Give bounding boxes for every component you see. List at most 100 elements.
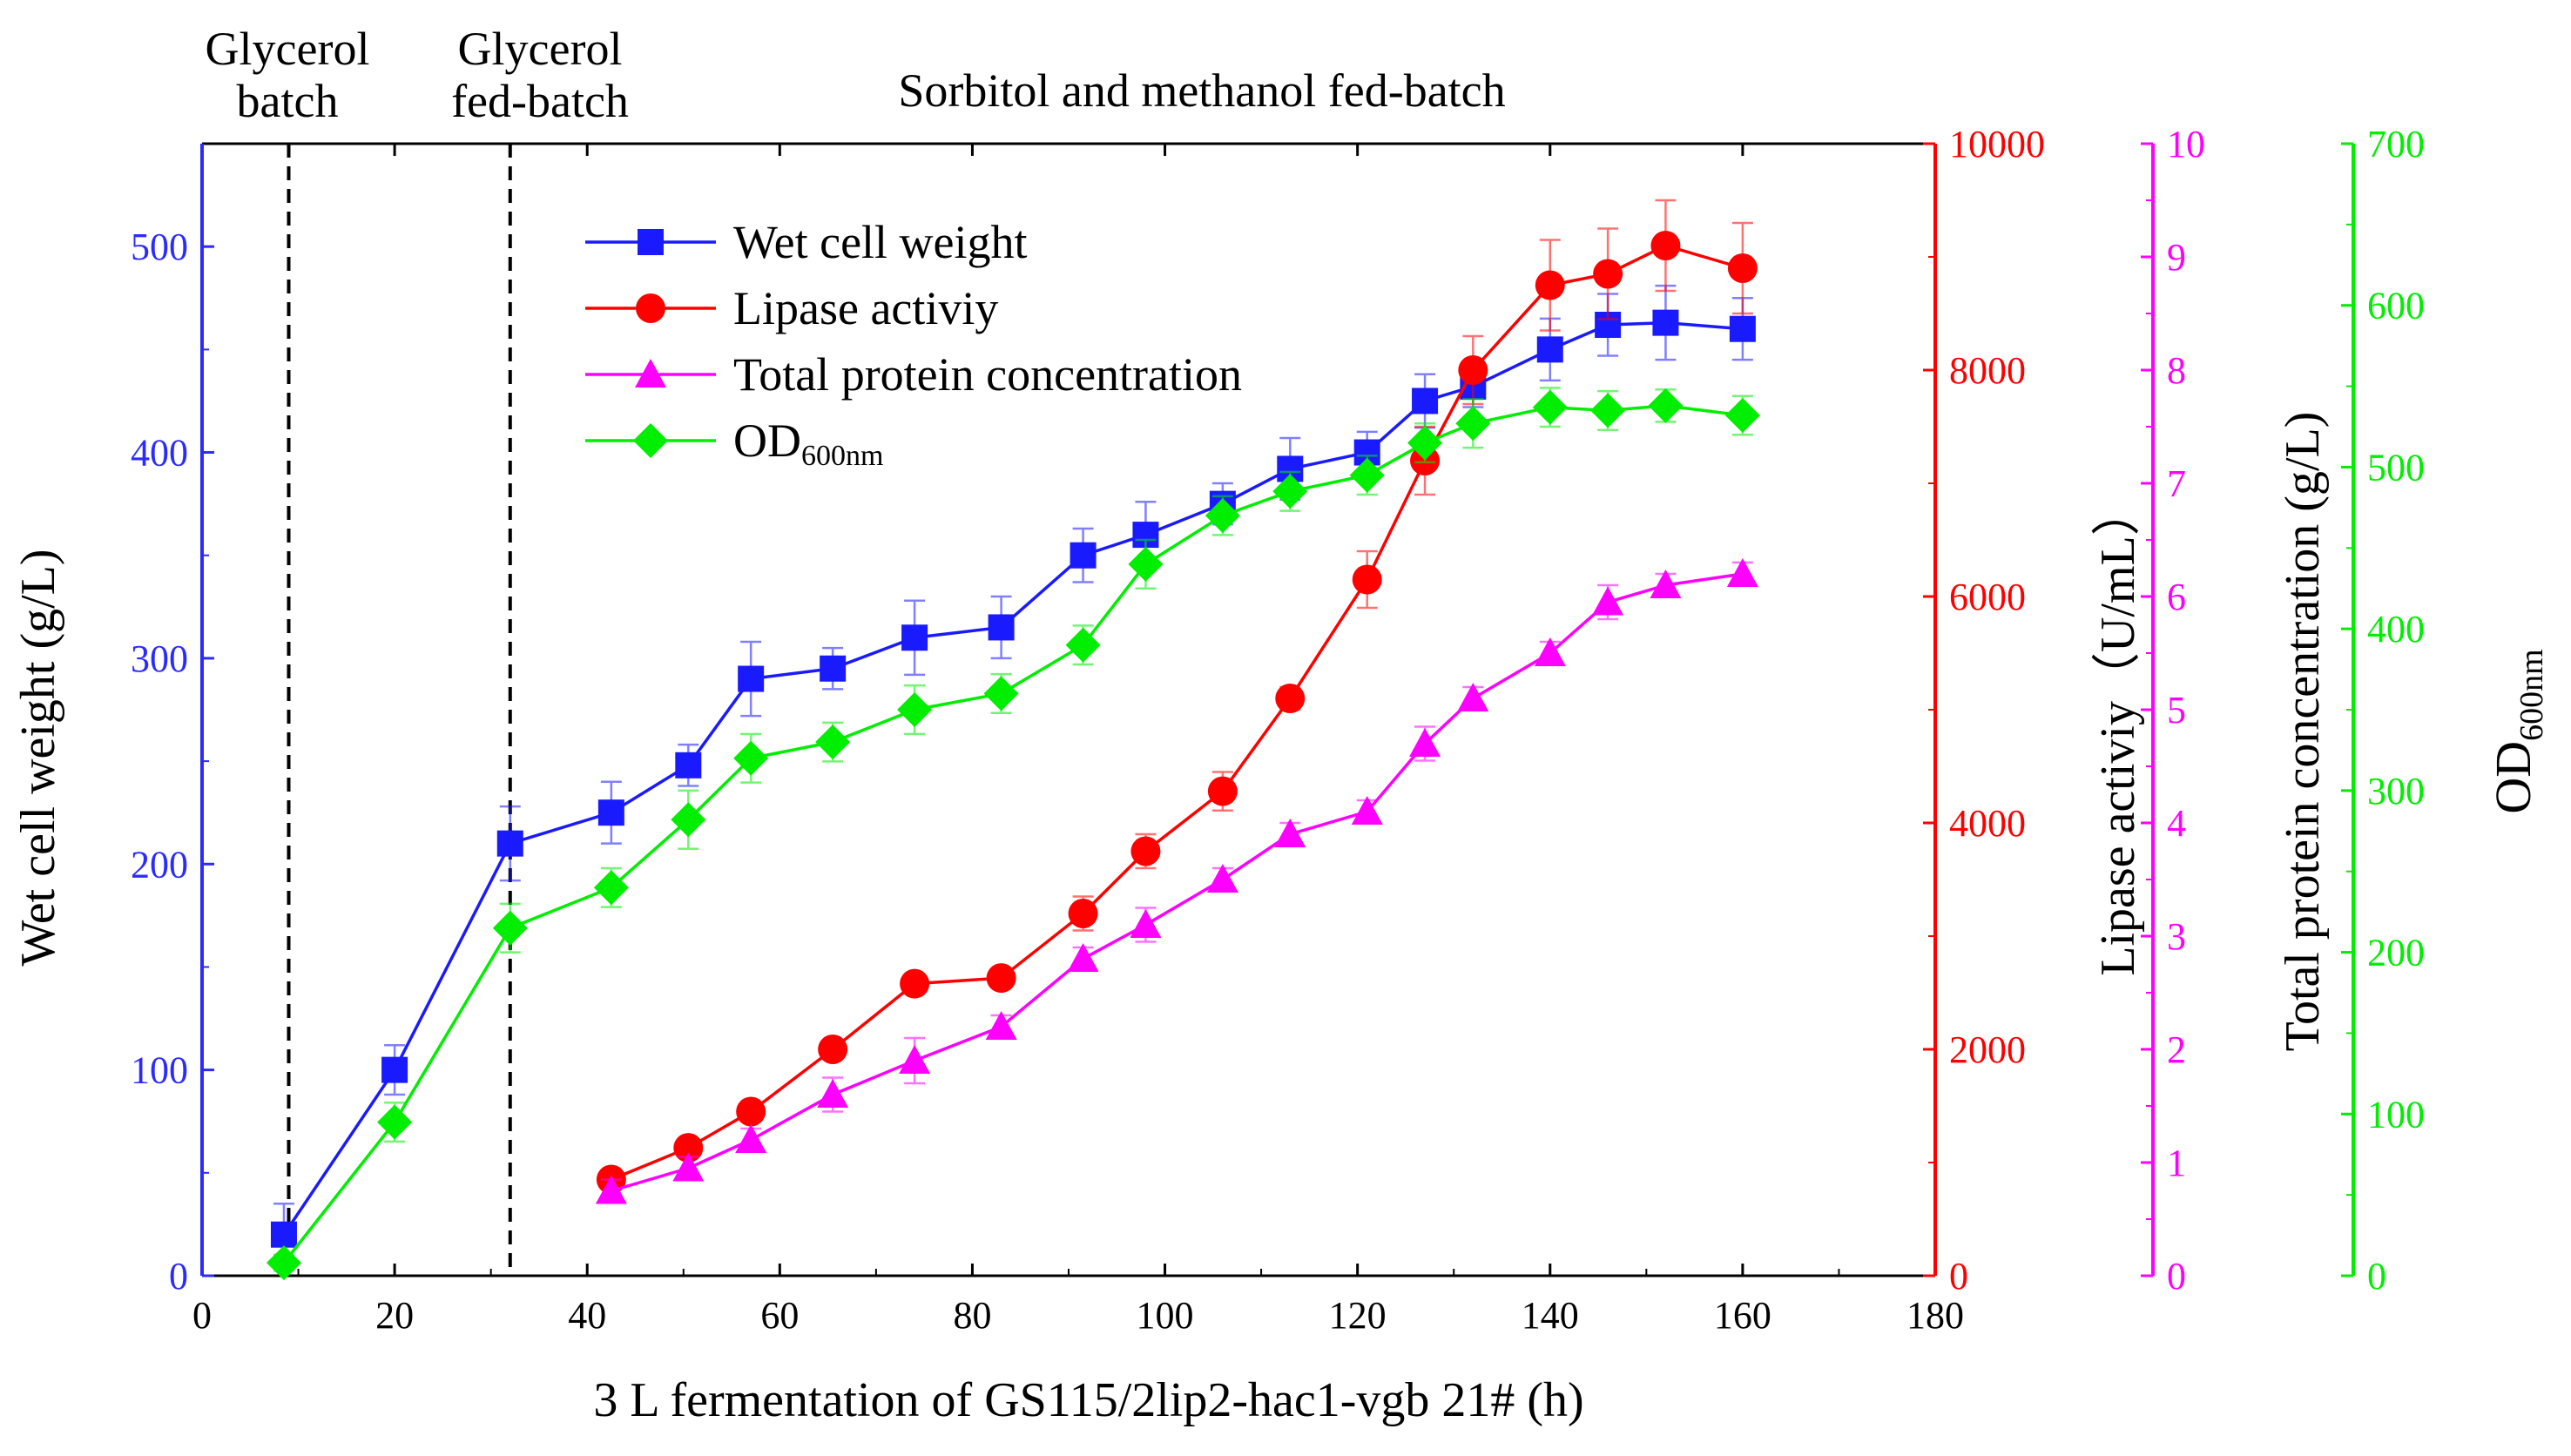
y-axis-label-total-protein: Total protein concentration (g/L) (2276, 412, 2330, 1052)
data-point-protein (595, 1175, 627, 1204)
series-od (266, 387, 1760, 1281)
legend-marker-wcw (638, 229, 664, 255)
data-point-od (1205, 498, 1240, 534)
data-point-lipase (1207, 776, 1238, 806)
data-point-od (1455, 406, 1491, 442)
data-point-protein (817, 1079, 849, 1108)
data-point-lipase (1068, 899, 1098, 928)
data-point-protein (1206, 864, 1238, 893)
tick-label-protein: 6 (2167, 576, 2186, 618)
od-label-main: OD (2485, 741, 2541, 814)
legend-label-wcw: Wet cell weight (733, 216, 1028, 268)
x-tick-label: 60 (760, 1294, 799, 1337)
data-point-lipase (1130, 836, 1161, 866)
legend-item-od: OD600nm (585, 415, 883, 472)
data-point-protein (1726, 558, 1758, 587)
tick-label-od: 700 (2367, 123, 2425, 165)
data-point-lipase (818, 1035, 848, 1064)
phase-dividers (287, 144, 512, 1276)
tick-label-lipase: 10000 (1949, 123, 2045, 165)
data-point-lipase (1275, 684, 1306, 713)
tick-label-od: 100 (2367, 1093, 2425, 1136)
series-lipase (596, 199, 1758, 1195)
data-point-od (983, 676, 1019, 711)
data-point-od (1648, 388, 1684, 423)
legend-label-protein: Total protein concentration (733, 348, 1242, 401)
data-point-od (1272, 474, 1308, 509)
tick-label-wcw: 500 (131, 226, 188, 268)
y-axis-label-od600: OD600nm (2485, 649, 2550, 813)
tick-label-protein: 0 (2167, 1255, 2186, 1298)
data-point-protein (1351, 796, 1383, 825)
phase-label-sorbitol-methanol-line1: Sorbitol and methanol fed-batch (898, 64, 1505, 117)
data-point-protein (985, 1011, 1017, 1040)
data-point-od (1128, 546, 1164, 582)
data-point-wcw (597, 799, 624, 826)
legend-label-main: Wet cell weight (733, 216, 1028, 268)
y-axis-od600: 0 100 200 300 400 500 600 700 (2341, 123, 2425, 1298)
tick-label-wcw: 0 (169, 1255, 188, 1298)
legend-label-sub: 600nm (801, 440, 883, 472)
series-line-protein (611, 572, 1744, 1193)
data-point-od (897, 692, 933, 727)
data-point-wcw (988, 614, 1015, 641)
data-point-wcw (738, 665, 765, 692)
data-point-lipase (736, 1096, 766, 1127)
x-tick-label: 120 (1329, 1294, 1387, 1337)
tick-label-protein: 7 (2167, 462, 2186, 505)
tick-label-protein: 8 (2167, 349, 2186, 392)
tick-label-protein: 2 (2167, 1028, 2186, 1071)
data-point-protein (1130, 909, 1162, 938)
tick-label-wcw: 100 (131, 1049, 188, 1092)
tick-label-protein: 10 (2167, 123, 2205, 165)
data-point-od (1407, 425, 1443, 461)
tick-label-lipase: 6000 (1949, 576, 2026, 618)
x-tick-label: 140 (1522, 1294, 1579, 1337)
x-tick-label: 160 (1714, 1294, 1771, 1337)
tick-label-od: 500 (2367, 446, 2425, 489)
phase-label-glycerol-fed-batch-line1: Glycerol (458, 23, 623, 75)
data-point-protein (1274, 819, 1306, 847)
legend-label-main: Lipase activiy (733, 282, 998, 334)
x-tick-label: 40 (568, 1294, 606, 1337)
data-point-wcw (901, 624, 928, 651)
x-tick-label: 20 (375, 1294, 414, 1337)
x-axis-label: 3 L fermentation of GS115/2lip2-hac1-vgb… (593, 1373, 1583, 1427)
legend-marker-lipase (636, 293, 665, 323)
tick-label-protein: 1 (2167, 1142, 2186, 1184)
tick-label-protein: 9 (2167, 236, 2186, 279)
tick-label-lipase: 0 (1949, 1255, 1968, 1298)
legend-item-lipase: Lipase activiy (585, 282, 998, 334)
legend-marker-od (633, 423, 668, 458)
legend-marker-protein (635, 359, 666, 388)
legend-label-lipase: Lipase activiy (733, 282, 998, 334)
data-point-protein (1534, 637, 1566, 666)
tick-label-lipase: 2000 (1949, 1028, 2026, 1071)
tick-label-wcw: 400 (131, 432, 188, 475)
data-point-wcw (1070, 542, 1097, 569)
od-label-sub: 600nm (2514, 649, 2550, 741)
x-tick-label: 100 (1137, 1294, 1194, 1337)
data-point-od (1349, 457, 1385, 493)
data-point-od (1724, 398, 1760, 433)
y-axis-label-lipase-activity: Lipase activiy（U/mL） (2091, 487, 2145, 975)
data-point-wcw (496, 830, 523, 857)
tick-label-od: 600 (2367, 285, 2425, 327)
data-point-protein (899, 1045, 931, 1074)
tick-label-od: 200 (2367, 932, 2425, 974)
data-point-lipase (1352, 564, 1382, 595)
data-point-od (593, 870, 629, 906)
series-protein (595, 558, 1758, 1204)
data-point-protein (1457, 683, 1489, 711)
legend: Wet cell weight Lipase activiy Total prote… (585, 216, 1242, 472)
data-point-od (1532, 389, 1568, 425)
data-point-wcw (381, 1056, 408, 1083)
y-axis-wet-cell-weight: 0 100 200 300 400 500 (131, 144, 214, 1298)
y-axis-total-protein: 0 1 2 3 4 5 6 7 8 9 10 (2141, 123, 2205, 1298)
data-point-lipase (1593, 259, 1623, 289)
data-point-lipase (1650, 231, 1681, 260)
data-point-lipase (1535, 270, 1565, 300)
data-point-protein (1409, 728, 1441, 757)
data-point-wcw (1729, 315, 1756, 342)
